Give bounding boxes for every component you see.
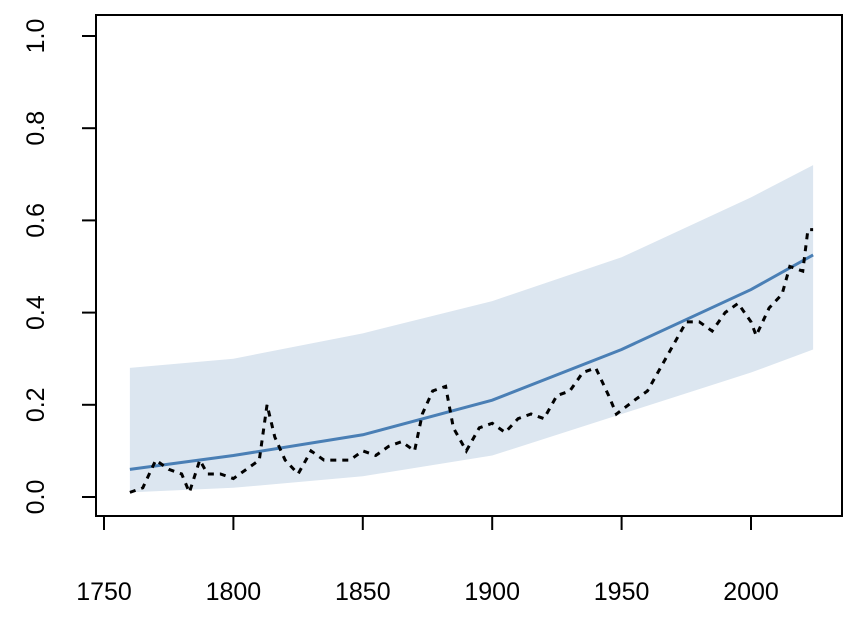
x-tick-label: 1750	[76, 578, 132, 606]
plot-area	[129, 165, 814, 497]
x-tick-label: 1950	[594, 578, 650, 606]
series-observed	[129, 228, 814, 497]
series-fit	[129, 253, 814, 471]
y-tick-label: 0.0	[22, 480, 50, 515]
x-tick-label: 1850	[335, 578, 391, 606]
y-tick-label: 1.0	[22, 19, 50, 54]
y-tick-label: 0.2	[22, 387, 50, 422]
x-tick-label: 2000	[723, 578, 779, 606]
x-tick-label: 1900	[464, 578, 520, 606]
x-tick-label: 1800	[206, 578, 262, 606]
y-tick-label: 0.6	[22, 203, 50, 238]
y-axis: 0.0 0.2 0.4 0.6 0.8 1.0	[22, 19, 97, 515]
confidence-band	[129, 165, 814, 493]
y-tick-label: 0.4	[22, 295, 50, 330]
x-axis: 1750 1800 1850 1900 1950 2000	[76, 515, 779, 606]
y-tick-label: 0.8	[22, 111, 50, 146]
